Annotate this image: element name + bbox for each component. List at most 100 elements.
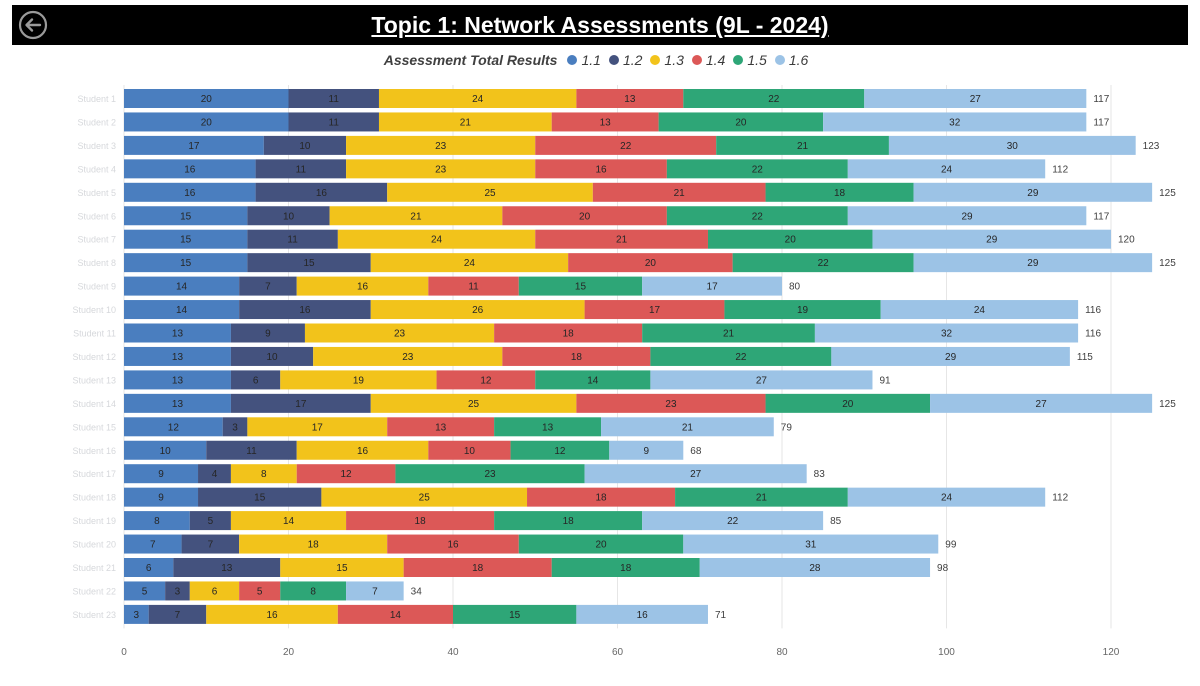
bar-segment-1-3[interactable]: [189, 581, 240, 601]
bar-segment-1-4[interactable]: [551, 112, 659, 132]
bar-segment-1-2[interactable]: [239, 300, 371, 320]
legend-item-1-1[interactable]: 1.1: [567, 52, 601, 68]
bar-segment-1-4[interactable]: [576, 89, 684, 108]
bar-segment-1-4[interactable]: [428, 276, 519, 296]
bar-segment-1-5[interactable]: [683, 89, 865, 108]
bar-segment-1-3[interactable]: [304, 323, 495, 343]
bar-segment-1-2[interactable]: [247, 206, 330, 226]
bar-segment-1-5[interactable]: [666, 159, 848, 179]
bar-segment-1-3[interactable]: [387, 182, 593, 202]
legend-item-1-6[interactable]: 1.6: [774, 52, 808, 68]
bar-segment-1-1[interactable]: [124, 135, 264, 155]
bar-segment-1-4[interactable]: [428, 440, 511, 460]
bar-segment-1-3[interactable]: [378, 89, 577, 108]
bar-segment-1-3[interactable]: [346, 159, 536, 179]
bar-segment-1-4[interactable]: [535, 135, 717, 155]
bar-segment-1-5[interactable]: [765, 182, 914, 202]
legend-item-1-3[interactable]: 1.3: [650, 52, 684, 68]
bar-segment-1-3[interactable]: [370, 393, 577, 413]
bar-segment-1-4[interactable]: [535, 159, 667, 179]
bar-segment-1-1[interactable]: [124, 370, 231, 390]
bar-segment-1-4[interactable]: [592, 182, 766, 202]
bar-segment-1-2[interactable]: [173, 558, 281, 577]
back-arrow-circle-icon[interactable]: [17, 9, 49, 41]
bar-segment-1-4[interactable]: [239, 581, 281, 601]
bar-segment-1-4[interactable]: [576, 393, 766, 413]
bar-segment-1-2[interactable]: [255, 182, 388, 202]
bar-segment-1-5[interactable]: [675, 487, 848, 507]
bar-segment-1-3[interactable]: [280, 370, 437, 390]
bar-segment-1-1[interactable]: [124, 581, 166, 601]
bar-segment-1-1[interactable]: [124, 393, 231, 413]
bar-segment-1-1[interactable]: [124, 417, 223, 437]
bar-segment-1-3[interactable]: [230, 511, 347, 531]
bar-segment-1-6[interactable]: [913, 253, 1153, 273]
bar-segment-1-5[interactable]: [395, 464, 585, 484]
bar-segment-1-3[interactable]: [346, 135, 536, 155]
bar-segment-1-4[interactable]: [346, 511, 495, 531]
bar-segment-1-4[interactable]: [584, 300, 725, 320]
bar-segment-1-2[interactable]: [255, 159, 347, 179]
bar-segment-1-1[interactable]: [124, 159, 256, 179]
bar-segment-1-2[interactable]: [230, 370, 281, 390]
bar-segment-1-5[interactable]: [280, 581, 347, 601]
bar-segment-1-3[interactable]: [370, 253, 569, 273]
bar-segment-1-3[interactable]: [321, 487, 528, 507]
bar-segment-1-6[interactable]: [683, 534, 939, 554]
bar-segment-1-2[interactable]: [263, 135, 347, 155]
bar-segment-1-2[interactable]: [230, 346, 314, 366]
bar-segment-1-6[interactable]: [913, 182, 1153, 202]
bar-segment-1-6[interactable]: [872, 229, 1111, 249]
bar-segment-1-4[interactable]: [535, 229, 708, 249]
bar-segment-1-2[interactable]: [148, 604, 207, 624]
bar-segment-1-1[interactable]: [124, 112, 289, 132]
bar-segment-1-4[interactable]: [296, 464, 396, 484]
bar-segment-1-2[interactable]: [239, 276, 297, 296]
bar-segment-1-1[interactable]: [124, 604, 149, 624]
bar-segment-1-6[interactable]: [888, 135, 1136, 155]
bar-segment-1-1[interactable]: [124, 229, 248, 249]
bar-segment-1-4[interactable]: [337, 604, 453, 624]
bar-segment-1-4[interactable]: [436, 370, 536, 390]
bar-segment-1-4[interactable]: [494, 323, 643, 343]
bar-segment-1-1[interactable]: [124, 346, 231, 366]
bar-segment-1-1[interactable]: [124, 487, 199, 507]
legend-item-1-2[interactable]: 1.2: [608, 52, 642, 68]
bar-segment-1-4[interactable]: [403, 558, 552, 577]
bar-segment-1-4[interactable]: [387, 534, 519, 554]
bar-segment-1-5[interactable]: [518, 534, 684, 554]
bar-segment-1-6[interactable]: [847, 159, 1046, 179]
bar-segment-1-3[interactable]: [296, 440, 429, 460]
bar-segment-1-6[interactable]: [814, 323, 1079, 343]
bar-segment-1-5[interactable]: [658, 112, 824, 132]
bar-segment-1-6[interactable]: [930, 393, 1153, 413]
bar-segment-1-5[interactable]: [518, 276, 643, 296]
bar-segment-1-6[interactable]: [880, 300, 1079, 320]
bar-segment-1-2[interactable]: [189, 511, 231, 531]
bar-segment-1-4[interactable]: [502, 206, 667, 226]
bar-segment-1-1[interactable]: [124, 440, 207, 460]
bar-segment-1-2[interactable]: [247, 253, 371, 273]
bar-segment-1-2[interactable]: [198, 464, 231, 484]
bar-segment-1-6[interactable]: [642, 511, 824, 531]
bar-segment-1-5[interactable]: [732, 253, 914, 273]
bar-segment-1-6[interactable]: [584, 464, 807, 484]
bar-segment-1-1[interactable]: [124, 182, 256, 202]
bar-segment-1-1[interactable]: [124, 276, 240, 296]
bar-segment-1-4[interactable]: [527, 487, 676, 507]
bar-segment-1-3[interactable]: [337, 229, 536, 249]
bar-segment-1-6[interactable]: [576, 604, 708, 624]
bar-segment-1-1[interactable]: [124, 558, 174, 577]
bar-segment-1-5[interactable]: [666, 206, 848, 226]
bar-segment-1-5[interactable]: [494, 417, 602, 437]
bar-segment-1-2[interactable]: [222, 417, 248, 437]
bar-segment-1-2[interactable]: [206, 440, 297, 460]
bar-segment-1-5[interactable]: [650, 346, 832, 366]
bar-segment-1-6[interactable]: [601, 417, 774, 437]
bar-segment-1-2[interactable]: [247, 229, 338, 249]
bar-segment-1-3[interactable]: [378, 112, 552, 132]
bar-segment-1-2[interactable]: [181, 534, 240, 554]
bar-segment-1-6[interactable]: [823, 112, 1087, 132]
bar-segment-1-3[interactable]: [206, 604, 338, 624]
bar-segment-1-2[interactable]: [288, 89, 379, 108]
